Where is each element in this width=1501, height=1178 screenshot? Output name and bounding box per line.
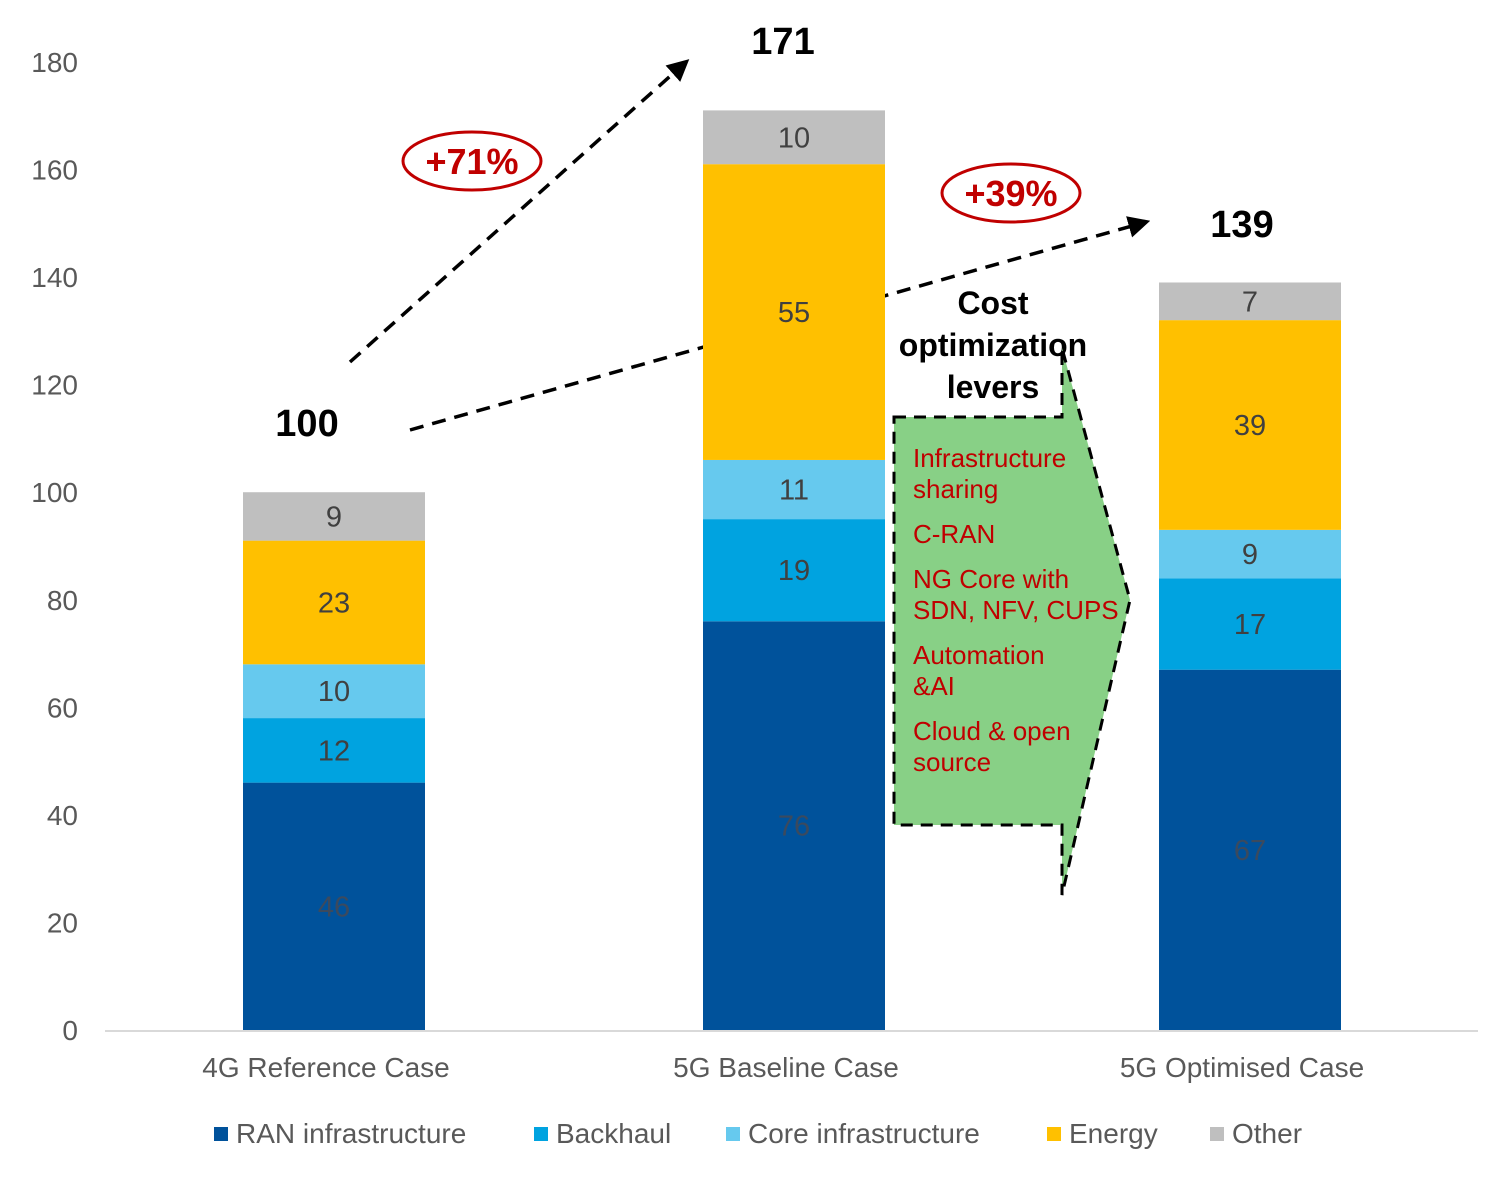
y-tick-label: 180 (31, 47, 78, 78)
data-label: 9 (1242, 539, 1258, 571)
annotation-lines (409, 216, 1151, 432)
category-label: 5G Baseline Case (673, 1052, 899, 1083)
lever-item: C-RAN (913, 519, 995, 549)
legend-swatch (214, 1127, 228, 1141)
data-label: 39 (1234, 410, 1266, 442)
legend: RAN infrastructure Backhaul Core infrastru… (214, 1118, 1302, 1149)
bar-segment (1159, 529, 1341, 579)
data-label: 55 (778, 297, 810, 329)
levers-title: levers (947, 369, 1040, 405)
levers-title: optimization (899, 327, 1087, 363)
lever-item: Cloud & open (913, 716, 1071, 746)
category-labels: 4G Reference Case 5G Baseline Case 5G Opti… (202, 1052, 1364, 1083)
levers-title: Cost (957, 285, 1028, 321)
growth-badge-outline (940, 162, 1082, 224)
bar-segment (703, 519, 885, 622)
data-label: 46 (318, 891, 350, 923)
bar-segment (703, 110, 885, 165)
lever-item: SDN, NFV, CUPS (913, 595, 1119, 625)
y-tick-label: 100 (31, 477, 78, 508)
data-label: 76 (778, 811, 810, 843)
total-label: 139 (1210, 204, 1273, 246)
legend-label: Other (1232, 1118, 1302, 1149)
data-label: 9 (326, 501, 342, 533)
legend-label: Backhaul (556, 1118, 671, 1149)
growth-arrow-baseline (348, 59, 690, 364)
y-tick-label: 160 (31, 155, 78, 186)
y-tick-label: 0 (62, 1015, 78, 1046)
data-label: 23 (318, 587, 350, 619)
y-tick-label: 40 (47, 800, 78, 831)
annotations: 100171139+71%+39%CostoptimizationleversI… (275, 21, 1274, 896)
data-label: 10 (318, 676, 350, 708)
bar-segment (1159, 669, 1341, 1030)
bar-segment (243, 782, 425, 1030)
data-label: 12 (318, 735, 350, 767)
lever-item: sharing (913, 474, 998, 504)
bar-segment (1159, 320, 1341, 530)
data-label: 10 (778, 122, 810, 154)
bars: 46 12 10 23 9 76 19 11 55 10 67 17 9 39 7 (243, 110, 1341, 1030)
growth-arrow-optimised (409, 216, 1151, 432)
category-label: 5G Optimised Case (1120, 1052, 1364, 1083)
y-tick-label: 140 (31, 262, 78, 293)
data-label: 19 (778, 555, 810, 587)
bar-segment (1159, 282, 1341, 321)
total-label: 171 (751, 21, 814, 63)
legend-label: RAN infrastructure (236, 1118, 466, 1149)
legend-swatch (534, 1127, 548, 1141)
y-tick-label: 60 (47, 692, 78, 723)
y-axis-tick-labels: 0 20 40 60 80 100 120 140 160 180 (31, 47, 78, 1046)
bar-segment (703, 621, 885, 1030)
y-tick-label: 80 (47, 585, 78, 616)
growth-badge-outline (401, 130, 543, 192)
data-label: 17 (1234, 609, 1266, 641)
data-label: 7 (1242, 286, 1258, 318)
legend-label: Energy (1069, 1118, 1158, 1149)
bar-segment (243, 664, 425, 719)
bar-segment (243, 718, 425, 783)
bar-segment (243, 540, 425, 665)
lever-item: Infrastructure (913, 443, 1066, 473)
lever-item: source (913, 747, 991, 777)
lever-item: &AI (913, 671, 955, 701)
total-label: 100 (275, 403, 338, 445)
legend-swatch (1047, 1127, 1061, 1141)
growth-badge-baseline: +71% (425, 141, 518, 182)
legend-label: Core infrastructure (748, 1118, 980, 1149)
lever-item: Automation (913, 640, 1045, 670)
bar-segment (1159, 578, 1341, 670)
bar-segment (703, 459, 885, 520)
data-label: 67 (1234, 835, 1266, 867)
cost-lever-arrow (892, 347, 1132, 896)
data-label: 11 (779, 475, 809, 507)
y-tick-label: 120 (31, 370, 78, 401)
bar-segment (243, 492, 425, 541)
growth-badge-optimised: +39% (964, 173, 1057, 214)
y-tick-label: 20 (47, 907, 78, 938)
legend-swatch (1210, 1127, 1224, 1141)
category-label: 4G Reference Case (202, 1052, 449, 1083)
legend-swatch (726, 1127, 740, 1141)
bar-segment (703, 164, 885, 460)
lever-item: NG Core with (913, 564, 1069, 594)
